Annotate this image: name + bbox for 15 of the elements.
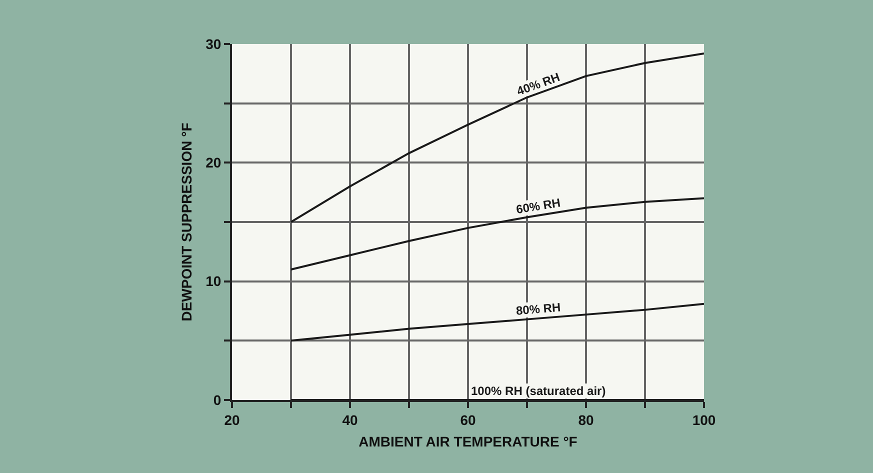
text: 60% RH	[515, 196, 562, 217]
text: 40% RH	[514, 70, 562, 98]
y-tick-label: 0	[213, 392, 222, 408]
series-label: 80% RH	[515, 300, 562, 318]
x-tick-label: 80	[578, 412, 594, 428]
x-tick-label: 100	[692, 412, 716, 428]
x-tick-label: 40	[342, 412, 358, 428]
x-tick-label: 20	[224, 412, 240, 428]
y-axis-title: DEWPOINT SUPPRESSION °F	[178, 122, 195, 322]
y-tick-label: 10	[206, 273, 222, 290]
x-axis-title: AMBIENT AIR TEMPERATURE °F	[358, 434, 578, 450]
series-label: 100% RH (saturated air)	[471, 384, 606, 398]
y-tick-label: 20	[206, 154, 222, 171]
y-tick-label: 30	[206, 36, 222, 52]
x-tick-label: 60	[460, 412, 476, 428]
